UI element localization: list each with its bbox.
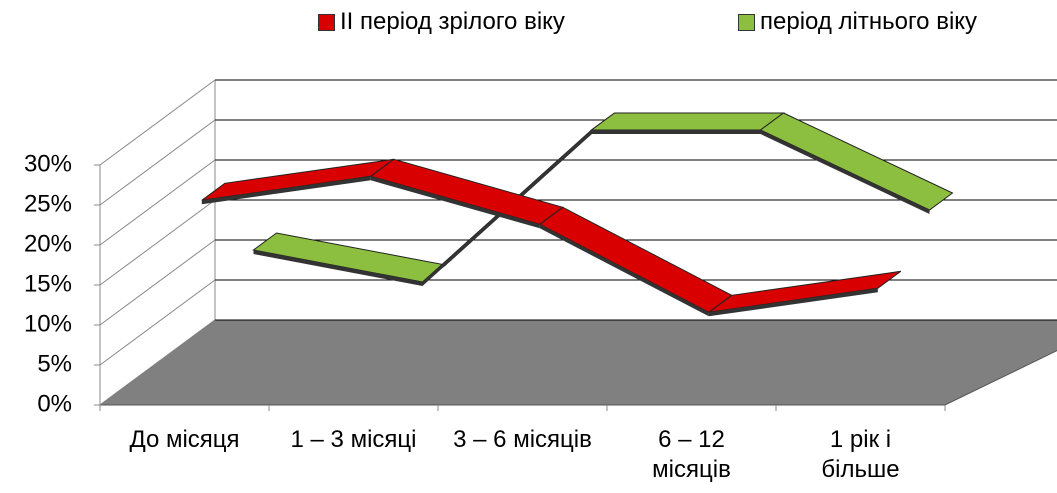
side-grid-line — [99, 79, 216, 166]
legend-item: ІІ період зрілого віку — [318, 8, 565, 36]
side-grid-line — [99, 319, 216, 406]
y-tick-label: 10% — [24, 310, 72, 337]
ribbon-edge — [708, 288, 878, 317]
side-grid-line — [99, 279, 216, 366]
legend-swatch — [318, 13, 335, 31]
y-tick-label: 30% — [24, 150, 72, 177]
ribbon-edge — [370, 176, 540, 229]
legend-item: період літнього віку — [738, 8, 977, 36]
x-tick-label: 6 – 12 місяців — [652, 426, 731, 483]
side-grid-line — [99, 159, 216, 246]
x-tick-label: 1 – 3 місяці — [290, 426, 417, 453]
x-tick-label: До місяця — [129, 426, 240, 453]
ribbon-segment — [759, 112, 954, 211]
legend-label: період літнього віку — [760, 8, 978, 35]
ribbon-edge — [539, 224, 709, 317]
x-tick-label: 1 рік і більше — [821, 426, 900, 483]
y-tick-label: 5% — [37, 350, 72, 377]
y-tick-label: 15% — [24, 270, 72, 297]
side-grid-line — [99, 239, 216, 326]
ribbon-edge — [253, 250, 423, 286]
ribbon-edge — [760, 130, 930, 214]
y-tick-label: 25% — [24, 190, 72, 217]
x-tick-label: 3 – 6 місяців — [453, 426, 592, 453]
floor — [98, 319, 1057, 406]
legend-label: ІІ період зрілого віку — [340, 8, 565, 35]
side-grid-line — [99, 199, 216, 286]
y-tick-label: 20% — [24, 230, 72, 257]
legend-swatch — [738, 13, 755, 31]
side-grid-line — [99, 119, 216, 206]
ribbon-edge — [591, 130, 761, 134]
y-tick-label: 0% — [37, 390, 72, 417]
ribbon-edge — [201, 176, 371, 205]
ribbon-segment — [589, 112, 786, 131]
